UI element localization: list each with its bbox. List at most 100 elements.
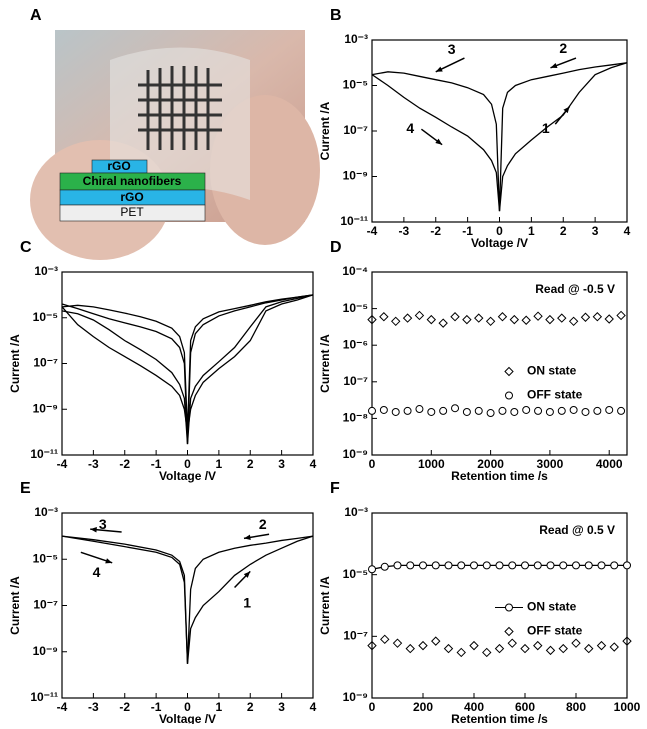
x-tick-label: 0 (369, 700, 376, 714)
x-tick-label: 800 (566, 700, 586, 714)
data-point (474, 406, 483, 415)
annotation: Read @ -0.5 V (535, 282, 615, 296)
y-tick-label: 10⁻⁹ (33, 644, 58, 658)
layer-label: PET (120, 205, 144, 219)
data-point (545, 407, 554, 416)
data-point (402, 313, 413, 323)
data-point (610, 561, 619, 570)
panel-label: D (330, 239, 342, 256)
arrow-head (90, 527, 97, 533)
y-tick-label: 10⁻³ (344, 505, 368, 519)
data-point (406, 561, 415, 570)
layer-label: rGO (107, 159, 130, 173)
data-point (392, 638, 403, 648)
data-point (597, 561, 606, 570)
legend-marker (505, 391, 513, 400)
data-point (568, 316, 579, 326)
data-point (596, 640, 607, 651)
data-point (439, 406, 448, 415)
data-point (617, 406, 626, 415)
x-tick-label: 0 (496, 224, 503, 238)
data-point (616, 310, 626, 321)
y-axis-label: Current /A (8, 576, 22, 635)
x-tick-label: -3 (88, 700, 99, 714)
data-point (623, 561, 631, 570)
panel: B 10⁻¹¹ 10⁻⁹ 10⁻⁷ 10⁻⁵ 10⁻³ -4 -3 -2 -1 0 1 2 3 4 Volta… (318, 7, 630, 250)
data-point (486, 409, 495, 418)
y-tick-label: 10⁻¹¹ (30, 447, 58, 461)
data-point (485, 316, 496, 326)
data-point (391, 407, 400, 416)
layer-label: Chiral nanofibers (83, 174, 182, 188)
data-line (371, 62, 628, 212)
data-point (592, 312, 603, 322)
arrow-label: 4 (93, 564, 101, 580)
y-tick-label: 10⁻⁵ (33, 551, 58, 565)
x-tick-label: 2 (247, 457, 254, 471)
data-point (379, 405, 388, 414)
arrow-label: 3 (99, 516, 107, 532)
arrow-label: 4 (406, 120, 414, 136)
layer-box (59, 204, 206, 222)
arrow-label: 2 (259, 516, 267, 532)
x-tick-label: 1000 (418, 457, 445, 471)
data-point (545, 314, 555, 325)
x-tick-label: 0 (369, 457, 376, 471)
panel-label: C (20, 239, 32, 256)
data-point (438, 318, 448, 328)
legend-label: ON state (527, 364, 577, 378)
y-tick-label: 10⁻⁵ (343, 567, 368, 581)
x-tick-label: 200 (413, 700, 433, 714)
data-point (533, 561, 542, 570)
data-point (393, 561, 402, 570)
y-tick-label: 10⁻⁹ (33, 401, 58, 415)
data-point (521, 561, 529, 570)
x-tick-label: -1 (151, 457, 162, 471)
x-tick-label: 4 (310, 457, 317, 471)
data-point (546, 561, 555, 570)
data-point (533, 640, 543, 651)
arrow-label: 1 (243, 594, 251, 610)
panel-label: F (330, 480, 340, 497)
x-axis-label: Voltage /V (159, 712, 216, 724)
data-point (495, 561, 504, 570)
x-tick-label: 600 (515, 700, 535, 714)
x-tick-label: -3 (88, 457, 99, 471)
data-point (474, 313, 484, 323)
data-point (559, 561, 568, 570)
y-tick-label: 10⁻¹¹ (340, 214, 368, 228)
data-point (462, 407, 471, 416)
legend-marker (504, 366, 514, 377)
x-tick-label: 0 (184, 457, 191, 471)
x-tick-label: 2000 (477, 457, 504, 471)
x-axis-label: Retention time /s (451, 469, 548, 483)
legend-label: ON state (527, 600, 577, 614)
x-tick-label: -4 (367, 224, 378, 238)
data-point (545, 645, 556, 656)
panel-label: B (330, 7, 342, 24)
annotation: Read @ 0.5 V (539, 523, 615, 537)
layer-label: rGO (120, 190, 143, 204)
arrow-label: 2 (559, 40, 567, 56)
data-point (443, 643, 454, 654)
y-tick-label: 10⁻⁹ (343, 169, 368, 183)
data-point (508, 561, 517, 570)
data-point (557, 313, 567, 323)
data-point (405, 643, 415, 654)
data-point (609, 642, 619, 652)
data-point (367, 640, 377, 651)
x-tick-label: 400 (464, 700, 484, 714)
y-tick-label: 10⁻³ (34, 505, 58, 519)
data-point (533, 311, 543, 321)
y-tick-label: 10⁻¹¹ (30, 690, 58, 704)
data-point (558, 643, 568, 654)
legend-label: OFF state (527, 624, 583, 638)
arrow-head (435, 66, 443, 72)
data-point (427, 407, 436, 416)
data-point (507, 638, 517, 648)
panel-label: E (20, 480, 31, 497)
x-tick-label: 0 (184, 700, 191, 714)
x-tick-label: -2 (119, 457, 130, 471)
arrow-head (105, 558, 113, 564)
